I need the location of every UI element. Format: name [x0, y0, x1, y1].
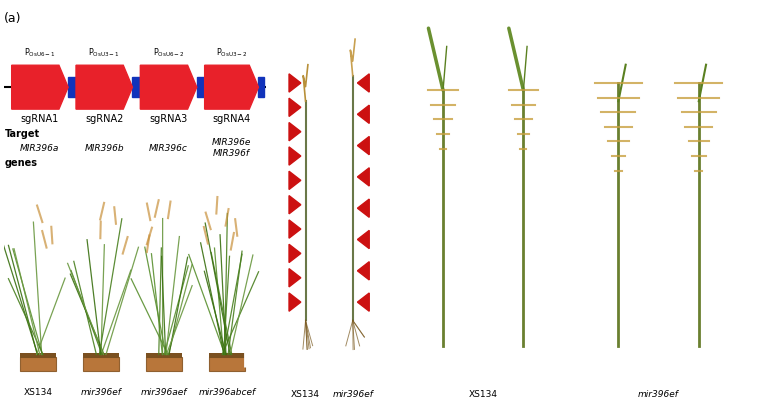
- Text: MIR396e
MIR396f: MIR396e MIR396f: [212, 138, 251, 158]
- Text: sgRNA3: sgRNA3: [149, 114, 188, 124]
- Text: (c): (c): [275, 17, 291, 30]
- Polygon shape: [289, 74, 301, 92]
- Text: sgRNA4: sgRNA4: [212, 114, 250, 124]
- FancyArrow shape: [11, 65, 68, 109]
- Polygon shape: [358, 262, 369, 280]
- Text: Flag leaf sheath: Flag leaf sheath: [653, 195, 662, 256]
- Text: Flag leaf sheath: Flag leaf sheath: [474, 224, 483, 285]
- Text: Flag leaf sheath: Flag leaf sheath: [734, 195, 743, 256]
- FancyArrow shape: [140, 65, 197, 109]
- Text: P$_{\mathrm{OsU6-1}}$: P$_{\mathrm{OsU6-1}}$: [24, 46, 56, 59]
- FancyBboxPatch shape: [209, 357, 245, 371]
- FancyBboxPatch shape: [20, 357, 56, 371]
- Text: MIR396a: MIR396a: [21, 144, 59, 153]
- FancyArrow shape: [76, 65, 132, 109]
- Polygon shape: [289, 98, 301, 116]
- Polygon shape: [289, 196, 301, 214]
- Text: (d): (d): [403, 17, 421, 30]
- Polygon shape: [289, 220, 301, 238]
- Polygon shape: [358, 293, 369, 311]
- FancyBboxPatch shape: [145, 357, 183, 371]
- Bar: [145, 353, 183, 358]
- Text: mir396abcef: mir396abcef: [199, 387, 256, 397]
- Polygon shape: [289, 171, 301, 189]
- Bar: [209, 353, 245, 358]
- Polygon shape: [289, 147, 301, 165]
- Polygon shape: [358, 168, 369, 186]
- Text: P$_{\mathrm{OsU6-2}}$: P$_{\mathrm{OsU6-2}}$: [153, 46, 184, 59]
- Polygon shape: [289, 269, 301, 287]
- FancyArrow shape: [205, 65, 259, 109]
- Polygon shape: [358, 74, 369, 92]
- Text: XS134: XS134: [24, 387, 53, 397]
- Text: P$_{\mathrm{OsU3-2}}$: P$_{\mathrm{OsU3-2}}$: [215, 46, 247, 59]
- Text: XS134: XS134: [291, 390, 320, 397]
- FancyBboxPatch shape: [82, 357, 119, 371]
- Bar: [132, 77, 140, 97]
- Text: (a): (a): [4, 12, 21, 25]
- Bar: [259, 77, 264, 97]
- Polygon shape: [358, 105, 369, 123]
- Text: P$_{\mathrm{OsU3-1}}$: P$_{\mathrm{OsU3-1}}$: [88, 46, 120, 59]
- Text: (b): (b): [9, 173, 27, 186]
- Text: mir396aef: mir396aef: [141, 387, 187, 397]
- Text: MIR396c: MIR396c: [149, 144, 188, 153]
- Polygon shape: [289, 244, 301, 262]
- Text: Flag leaf sheath: Flag leaf sheath: [555, 224, 563, 285]
- Text: MIR396b: MIR396b: [84, 144, 124, 153]
- Text: mir396ef: mir396ef: [333, 390, 373, 397]
- Text: mir396ef: mir396ef: [81, 387, 122, 397]
- Text: mir396ef: mir396ef: [638, 390, 679, 397]
- Polygon shape: [289, 123, 301, 141]
- Polygon shape: [358, 137, 369, 155]
- Polygon shape: [289, 293, 301, 311]
- Text: Target: Target: [5, 129, 40, 139]
- Polygon shape: [358, 230, 369, 249]
- Text: sgRNA2: sgRNA2: [85, 114, 123, 124]
- Bar: [197, 77, 205, 97]
- Bar: [82, 353, 119, 358]
- Polygon shape: [358, 199, 369, 217]
- Text: genes: genes: [5, 158, 38, 168]
- Text: sgRNA1: sgRNA1: [21, 114, 59, 124]
- Bar: [68, 77, 76, 97]
- Bar: [20, 353, 56, 358]
- Text: XS134: XS134: [469, 390, 498, 397]
